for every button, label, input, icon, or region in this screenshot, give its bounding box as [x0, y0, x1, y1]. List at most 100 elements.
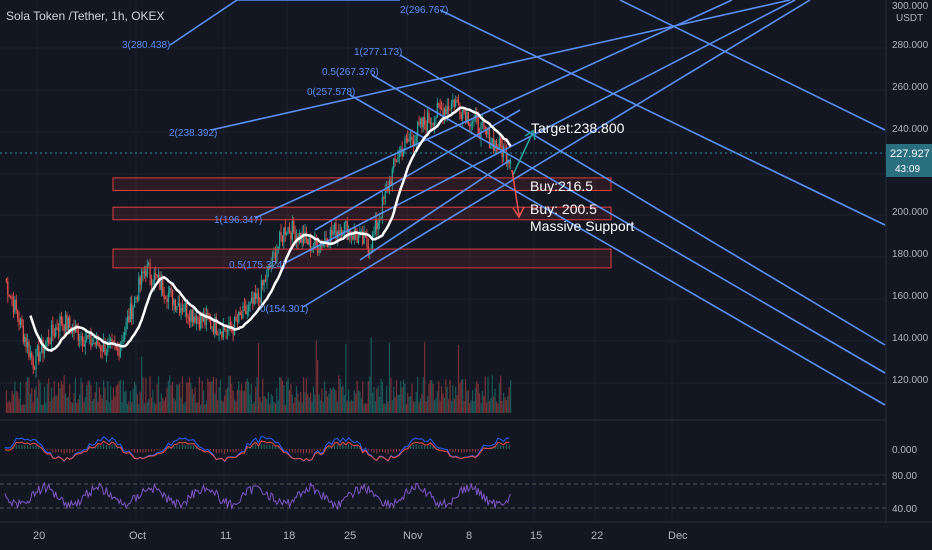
volume-bar — [350, 399, 353, 413]
momentum-bar — [356, 445, 358, 449]
time-tick: 15 — [530, 530, 542, 542]
candle-body — [481, 121, 484, 124]
channel-line — [439, 9, 886, 226]
channel-line — [169, 0, 238, 46]
candle-body — [184, 301, 186, 312]
volume-bar — [60, 380, 62, 413]
candle-body — [455, 100, 457, 107]
momentum-bar — [72, 449, 74, 453]
candle-body — [48, 337, 50, 344]
candle-body — [508, 159, 510, 164]
volume-bar — [215, 378, 217, 413]
volume-bar — [422, 376, 424, 413]
momentum-bar — [77, 449, 79, 451]
candle-body — [18, 317, 20, 325]
volume-bar — [195, 402, 198, 413]
volume-bar — [333, 389, 336, 413]
candle-body — [11, 296, 13, 300]
candle-body — [83, 344, 85, 347]
momentum-bar — [187, 445, 189, 449]
candle-body — [462, 110, 464, 119]
volume-bar — [495, 401, 498, 413]
momentum-bar — [153, 449, 155, 452]
volume-bar — [28, 377, 30, 413]
candle-body — [319, 242, 322, 251]
volume-bar — [414, 401, 416, 413]
candle-body — [352, 236, 354, 240]
candle-body — [25, 337, 27, 347]
volume-bar — [46, 383, 48, 413]
volume-bar — [276, 387, 278, 413]
chart-title: Sola Token /Tether, 1h, OKEX — [6, 9, 165, 23]
momentum-bar — [159, 449, 161, 451]
candle-body — [432, 122, 434, 126]
candle-body — [335, 223, 337, 239]
candle-body — [456, 100, 458, 102]
candle-body — [126, 316, 129, 322]
candle-body — [505, 147, 507, 164]
candle-body — [100, 346, 102, 351]
volume-bar — [300, 392, 302, 413]
candle-body — [417, 122, 419, 136]
candle-body — [43, 346, 46, 354]
volume-bar — [211, 381, 213, 413]
momentum-bar — [238, 449, 240, 451]
candle-body — [149, 263, 151, 278]
volume-bar — [197, 401, 199, 413]
candle-body — [469, 124, 471, 127]
volume-bar — [271, 396, 274, 413]
volume-bar — [342, 385, 344, 413]
volume-bar — [248, 381, 250, 413]
volume-bar — [242, 390, 244, 413]
price-axis-ticks: 280.000 260.000 240.000 200.000 180.000 … — [892, 40, 929, 386]
candle-body — [173, 299, 175, 306]
momentum-bar — [457, 449, 459, 453]
momentum-bar — [505, 444, 507, 449]
momentum-bar — [125, 449, 127, 451]
candle-body — [90, 331, 92, 346]
momentum-bar — [452, 449, 454, 453]
momentum-bar — [63, 449, 65, 454]
volume-bar — [100, 394, 102, 413]
momentum-bar — [249, 447, 251, 449]
candle-body — [445, 108, 447, 115]
momentum-bar — [184, 444, 186, 449]
candle-body — [280, 232, 282, 236]
momentum-bar — [353, 446, 355, 449]
volume-bar — [400, 381, 402, 413]
volume-bar — [207, 378, 209, 413]
candle-body — [256, 293, 258, 299]
volume-bar — [277, 400, 279, 413]
volume-bar — [421, 393, 423, 413]
candle-body — [142, 271, 144, 274]
volume-bar — [5, 390, 8, 413]
volume-bar — [374, 401, 376, 413]
price-tick: 160.000 — [892, 291, 929, 302]
candle-body — [41, 339, 43, 353]
volume-bar — [143, 403, 146, 413]
volume-bar — [498, 383, 500, 413]
current-price-badge — [886, 144, 932, 177]
volume-bar — [79, 394, 81, 413]
fib-label: 0.5(267.376) — [322, 67, 379, 78]
momentum-bar — [94, 447, 96, 449]
volume-bar — [483, 395, 485, 413]
momentum-bar — [308, 449, 310, 454]
candle-body — [243, 306, 246, 308]
volume-bar — [122, 380, 124, 413]
volume-bar — [474, 387, 476, 413]
candle-body — [384, 190, 386, 199]
candle-body — [79, 339, 81, 341]
volume-bar — [507, 396, 509, 413]
volume-bar — [384, 403, 386, 413]
volume-bar — [336, 401, 338, 413]
candle-body — [143, 271, 146, 274]
fib-channel-lines[interactable] — [169, 0, 886, 406]
candle-body — [188, 317, 191, 322]
volume-bar — [366, 403, 368, 413]
momentum-bar — [322, 449, 324, 451]
volume-bar — [164, 397, 167, 413]
candle-body — [331, 229, 333, 235]
candle-body — [180, 307, 182, 313]
